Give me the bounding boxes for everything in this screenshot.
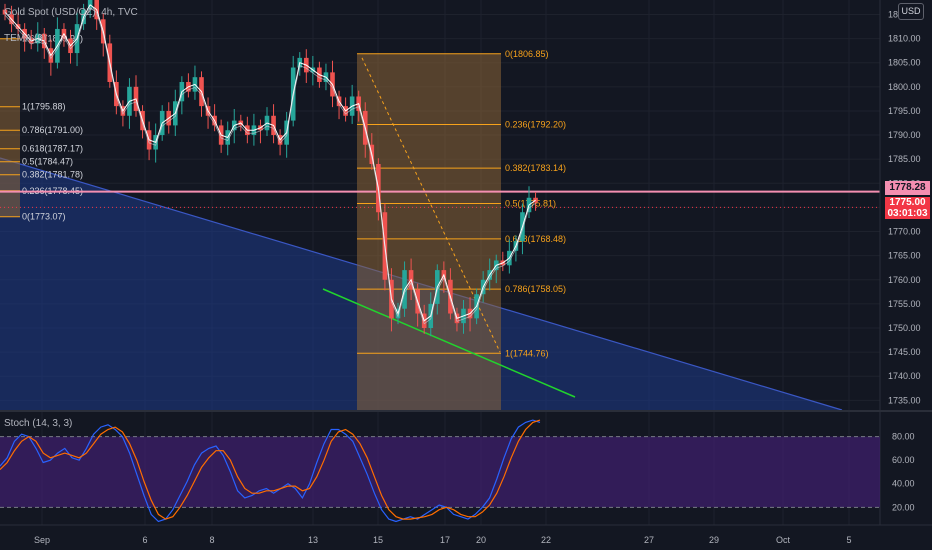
symbol-legend[interactable]: Gold Spot (USD/OZ), 4h, TVC <box>4 7 138 18</box>
price-tick-label: 1765.00 <box>888 251 921 261</box>
fib-zone-main <box>357 53 501 411</box>
stoch-tick-label: 20.00 <box>892 502 915 512</box>
time-tick-label: 17 <box>440 535 450 545</box>
time-tick-label: 5 <box>846 535 851 545</box>
stoch-band <box>0 436 880 508</box>
price-tick-label: 1745.00 <box>888 347 921 357</box>
price-tick-label: 1760.00 <box>888 275 921 285</box>
last-price-value: 1775.00 <box>889 197 926 208</box>
tema-line-secondary <box>4 7 536 325</box>
fib-label-left: 0.5(1784.47) <box>22 157 73 167</box>
time-tick-label: 6 <box>142 535 147 545</box>
fib-label-left: 0.618(1787.17) <box>22 144 83 154</box>
tema-legend[interactable]: TEMA (9) <box>4 33 47 44</box>
price-tick-label: 1785.00 <box>888 154 921 164</box>
fib-label: 0(1806.85) <box>505 49 549 59</box>
tema-line <box>4 4 536 322</box>
currency-badge[interactable]: USD <box>898 3 924 20</box>
price-tick-label: 1810.00 <box>888 34 921 44</box>
time-tick-label: Sep <box>34 535 50 545</box>
candle-body <box>2 9 8 15</box>
fib-label-left: 0.382(1781.78) <box>22 170 83 180</box>
time-tick-label: 22 <box>541 535 551 545</box>
price-tick-label: 1770.00 <box>888 227 921 237</box>
price-tick-label: 1755.00 <box>888 299 921 309</box>
fib-label-left: 0.786(1791.00) <box>22 125 83 135</box>
stoch-d-line <box>0 419 541 520</box>
fib-label: 0.786(1758.05) <box>505 284 566 294</box>
countdown-value: 03:01:03 <box>887 208 928 219</box>
time-tick-label: 29 <box>709 535 719 545</box>
time-tick-label: 20 <box>476 535 486 545</box>
time-tick-label: 27 <box>644 535 654 545</box>
time-tick-label: 8 <box>209 535 214 545</box>
hline-price-tag: 1778.28 <box>885 181 930 195</box>
price-tick-label: 1735.00 <box>888 395 921 405</box>
fib-label: 0.236(1792.20) <box>505 119 566 129</box>
fib-label-left: 1(1795.88) <box>22 102 66 112</box>
price-tick-label: 1800.00 <box>888 82 921 92</box>
time-tick-label: 15 <box>373 535 383 545</box>
fib-label-left: 1.618(1809.97) <box>22 34 83 44</box>
fib-label: 0.382(1783.14) <box>505 163 566 173</box>
price-tick-label: 1795.00 <box>888 106 921 116</box>
fib-label-left: 0(1773.07) <box>22 212 66 222</box>
support-line <box>322 288 576 398</box>
fib-label: 1(1744.76) <box>505 348 549 358</box>
price-tick-label: 1790.00 <box>888 130 921 140</box>
stoch-legend[interactable]: Stoch (14, 3, 3) <box>4 418 73 429</box>
price-tick-label: 1750.00 <box>888 323 921 333</box>
time-tick-label: Oct <box>776 535 791 545</box>
fib-label: 0.618(1768.48) <box>505 234 566 244</box>
price-tick-label: 1805.00 <box>888 58 921 68</box>
fib-zone-left <box>0 38 20 217</box>
stoch-tick-label: 40.00 <box>892 479 915 489</box>
stoch-tick-label: 80.00 <box>892 432 915 442</box>
price-tick-label: 1740.00 <box>888 371 921 381</box>
last-price-tag: 1775.00 03:01:03 <box>885 197 930 219</box>
time-tick-label: 13 <box>308 535 318 545</box>
stoch-tick-label: 60.00 <box>892 455 915 465</box>
